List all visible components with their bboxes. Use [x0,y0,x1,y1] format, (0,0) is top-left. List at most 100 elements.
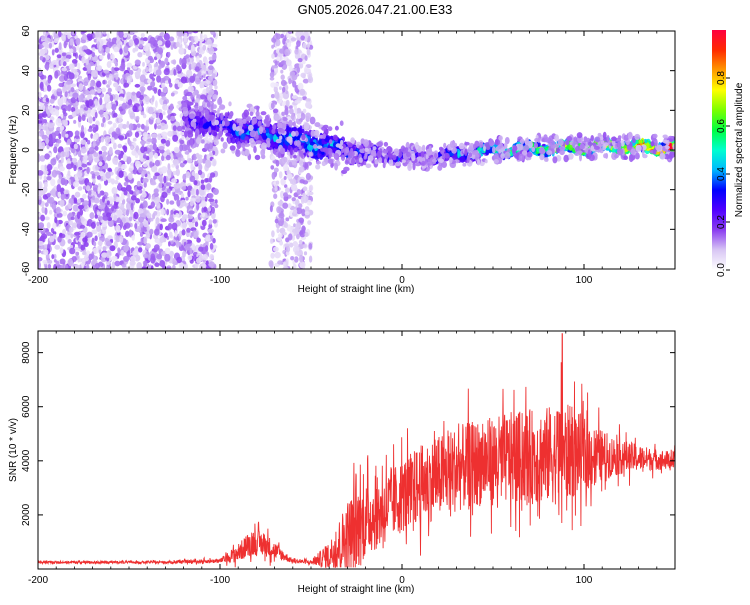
spectrogram-noise-cell [161,155,165,162]
spectrogram-noise-cell [302,78,309,84]
spectrogram-noise-cell [282,38,286,45]
spectrogram-noise-cell [298,239,303,245]
spectrogram-noise-cell [212,188,219,196]
spectrogram-noise-cell [68,63,74,70]
spectrogram-noise-cell [59,98,64,106]
spectrogram-noise-cell [42,170,49,175]
spectrogram-noise-cell [160,218,167,223]
spectrogram-noise-cell [114,149,121,155]
spectrogram-noise-cell [74,231,81,236]
spectrogram-noise-cell [54,70,59,79]
spectrogram-noise-cell [102,80,106,85]
spectrogram-noise-cell [65,264,69,269]
spectrogram-noise-cell [83,81,89,86]
spectrogram-noise-cell [76,211,81,220]
spectrogram-noise-cell [283,164,289,172]
spectrogram-noise-cell [105,102,112,110]
spectrogram-noise-cell [278,86,282,90]
spectrogram-noise-cell [39,81,44,89]
spectrogram-noise-cell [292,80,297,88]
spectrogram-noise-cell [105,171,111,179]
spectrogram-noise-cell [118,154,122,161]
spectrogram-noise-cell [156,202,161,209]
spectrogram-noise-cell [80,39,86,44]
spectrogram-noise-cell [188,215,194,220]
spectrogram-noise-cell [135,59,141,65]
spectrogram-noise-cell [55,109,60,117]
spectrogram-noise-cell [129,260,136,266]
spectrogram-noise-cell [306,43,310,49]
spectrogram-noise-cell [59,75,65,82]
spectrogram-noise-cell [76,171,83,178]
spectrogram-noise-cell [174,79,180,84]
spectrogram-noise-cell [280,60,285,65]
figure-title: GN05.2026.047.21.00.E33 [297,2,453,17]
spectrogram-noise-cell [151,137,157,145]
spectrogram-noise-cell [128,140,132,147]
spectrogram-noise-cell [139,232,144,237]
spectrogram-noise-cell [159,112,163,121]
spectrogram-noise-cell [44,37,51,43]
spectrogram-noise-cell [163,68,170,76]
spectrogram-noise-cell [180,193,185,198]
spectrogram-noise-cell [173,146,180,154]
spectrogram-noise-cell [190,162,194,171]
spectrogram-noise-cell [156,75,162,83]
spectrogram-noise-cell [279,240,283,246]
spectrogram-noise-cell [154,262,160,268]
spectrogram-noise-cell [196,237,201,243]
spectrogram-noise-cell [111,103,117,111]
spectrogram-noise-cell [158,174,163,182]
spectrogram-noise-cell [155,217,160,225]
spectrogram-noise-cell [187,31,193,35]
spectrogram-noise-cell [51,254,55,260]
spectrogram-noise-cell [78,83,84,91]
spectrogram-noise-cell [206,86,210,93]
spectrogram-noise-cell [119,65,125,72]
spectrogram-noise-cell [66,163,73,170]
spectrogram-noise-cell [51,49,55,56]
spectrogram-noise-cell [208,60,214,65]
spectrogram-noise-cell [128,229,133,238]
spectrogram-noise-cell [175,240,180,248]
spectrogram-noise-cell [139,213,146,218]
spectrogram-noise-cell [70,87,75,93]
spectrogram-noise-cell [189,200,194,207]
spectrogram-noise-cell [82,193,87,200]
spectrogram-noise-cell [70,216,75,221]
spectrogram-noise-cell [193,180,198,186]
spectrogram-noise-cell [181,229,186,236]
spectrogram-noise-cell [69,226,74,233]
spectrogram-noise-cell [47,264,52,269]
spectrogram-noise-cell [49,105,54,114]
spectrogram-noise-cell [94,157,100,163]
spectrogram-noise-cell [118,196,124,201]
spectrogram-noise-cell [133,211,139,220]
spectrogram-noise-cell [142,100,146,104]
spectrogram-noise-cell [59,166,65,172]
spectrogram-noise-cell [182,173,187,181]
spectrogram-noise-cell [200,196,206,201]
spectrogram-noise-cell [298,166,305,173]
spectrogram-noise-cell [96,211,101,216]
spectrogram-noise-cell [282,231,287,236]
spectrogram-noise-cell [99,97,103,106]
spectrogram-noise-cell [163,152,167,157]
spectrogram-noise-cell [117,135,125,140]
spectrogram-noise-cell [38,105,41,110]
spectrogram-noise-cell [196,203,200,211]
spectrogram-noise-cell [278,212,285,219]
spectrogram-noise-cell [38,195,42,200]
spectrogram-noise-cell [134,83,141,88]
spectrogram-noise-cell [113,46,120,53]
spectrogram-noise-cell [44,164,48,171]
spectrogram-noise-cell [104,136,111,144]
spectrogram-noise-cell [87,139,91,145]
spectrogram-noise-cell [113,67,120,72]
spectrogram-noise-cell [102,116,106,124]
spectrogram-noise-cell [51,169,58,178]
spectrogram-noise-cell [166,198,170,205]
spectrogram-noise-cell [156,125,162,130]
spectrogram-noise-cell [185,54,190,59]
spectrogram-noise-cell [121,217,126,223]
